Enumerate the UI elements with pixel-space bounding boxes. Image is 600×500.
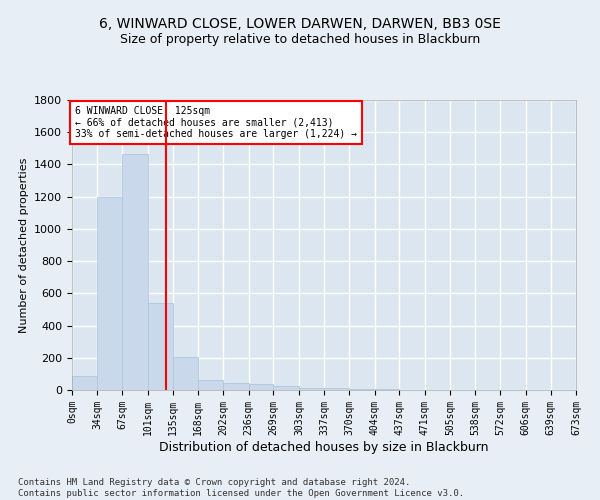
Bar bbox=[173, 357, 198, 390]
Bar bbox=[122, 154, 148, 390]
Bar bbox=[249, 384, 274, 390]
Text: Contains HM Land Registry data © Crown copyright and database right 2024.
Contai: Contains HM Land Registry data © Crown c… bbox=[18, 478, 464, 498]
X-axis label: Distribution of detached houses by size in Blackburn: Distribution of detached houses by size … bbox=[159, 440, 489, 454]
Bar bbox=[97, 196, 122, 390]
Bar bbox=[374, 389, 399, 390]
Bar bbox=[72, 376, 97, 390]
Bar bbox=[198, 380, 223, 390]
Bar bbox=[223, 383, 249, 390]
Bar bbox=[325, 388, 349, 390]
Text: 6 WINWARD CLOSE: 125sqm
← 66% of detached houses are smaller (2,413)
33% of semi: 6 WINWARD CLOSE: 125sqm ← 66% of detache… bbox=[75, 106, 357, 139]
Bar bbox=[148, 303, 173, 390]
Y-axis label: Number of detached properties: Number of detached properties bbox=[19, 158, 29, 332]
Bar bbox=[299, 388, 325, 390]
Bar bbox=[274, 386, 299, 390]
Text: 6, WINWARD CLOSE, LOWER DARWEN, DARWEN, BB3 0SE: 6, WINWARD CLOSE, LOWER DARWEN, DARWEN, … bbox=[99, 18, 501, 32]
Bar bbox=[349, 389, 374, 390]
Text: Size of property relative to detached houses in Blackburn: Size of property relative to detached ho… bbox=[120, 32, 480, 46]
